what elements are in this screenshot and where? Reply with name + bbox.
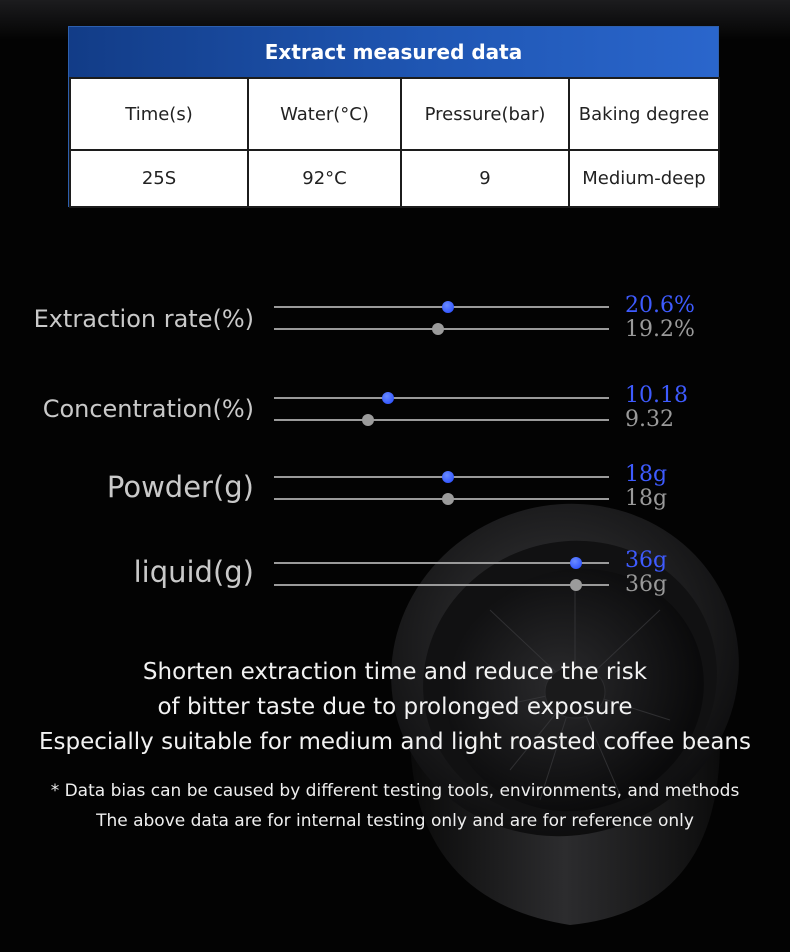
table-title: Extract measured data: [69, 27, 718, 77]
metric-label-concentration: Concentration(%): [42, 395, 254, 423]
metric-dot-liquid-gray: [569, 579, 582, 591]
metric-track-liquid-blue: [274, 557, 609, 569]
table-header-row: Time(s) Water(°C) Pressure(bar) Baking d…: [69, 77, 720, 151]
metric-track-powder-gray: [274, 493, 609, 505]
header-pressure: Pressure(bar): [400, 77, 570, 151]
metric-track-concentration-gray: [274, 414, 609, 426]
metric-value-liquid-gray: 36g: [625, 572, 668, 597]
metric-value-concentration-blue: 10.18: [625, 383, 688, 408]
coffee-filter-basket-image: [391, 503, 739, 925]
metric-dot-concentration-blue: [381, 392, 394, 404]
metric-value-powder-blue: 18g: [625, 462, 668, 487]
metric-track-extraction-rate-blue: [274, 301, 609, 313]
metric-value-concentration-gray: 9.32: [625, 407, 674, 432]
value-baking-degree: Medium-deep: [568, 149, 720, 208]
metric-track-powder-blue: [274, 471, 609, 483]
metric-value-liquid-blue: 36g: [625, 548, 668, 573]
metric-dot-extraction-rate-blue: [442, 301, 455, 313]
value-water: 92°C: [247, 149, 402, 208]
header-baking-degree: Baking degree: [568, 77, 720, 151]
extract-data-table: Extract measured data Time(s) Water(°C) …: [68, 26, 720, 208]
metric-dot-extraction-rate-gray: [432, 323, 445, 335]
metric-track-extraction-rate-gray: [274, 323, 609, 335]
metric-dot-liquid-blue: [569, 557, 582, 569]
caption-line-2: of bitter taste due to prolonged exposur…: [157, 694, 633, 720]
disclaimer-line-1: * Data bias can be caused by different t…: [50, 781, 740, 801]
metric-value-extraction-rate-blue: 20.6%: [625, 293, 695, 318]
header-time: Time(s): [69, 77, 249, 151]
caption-line-1: Shorten extraction time and reduce the r…: [142, 659, 648, 685]
metric-label-liquid: liquid(g): [133, 555, 254, 589]
metric-value-powder-gray: 18g: [625, 486, 668, 511]
caption-line-3: Especially suitable for medium and light…: [38, 729, 751, 755]
data-grid: Time(s) Water(°C) Pressure(bar) Baking d…: [69, 77, 720, 208]
metric-dot-powder-gray: [442, 493, 455, 505]
value-time: 25S: [69, 149, 249, 208]
metric-value-extraction-rate-gray: 19.2%: [625, 317, 695, 342]
metric-dot-powder-blue: [442, 471, 455, 483]
metric-dot-concentration-gray: [361, 414, 374, 426]
table-value-row: 25S 92°C 9 Medium-deep: [69, 149, 720, 208]
metric-track-liquid-gray: [274, 579, 609, 591]
metric-label-extraction-rate: Extraction rate(%): [33, 305, 254, 333]
disclaimer-line-2: The above data are for internal testing …: [96, 811, 694, 831]
metric-label-powder: Powder(g): [106, 470, 254, 504]
metric-track-concentration-blue: [274, 392, 609, 404]
value-pressure: 9: [400, 149, 570, 208]
header-water: Water(°C): [247, 77, 402, 151]
